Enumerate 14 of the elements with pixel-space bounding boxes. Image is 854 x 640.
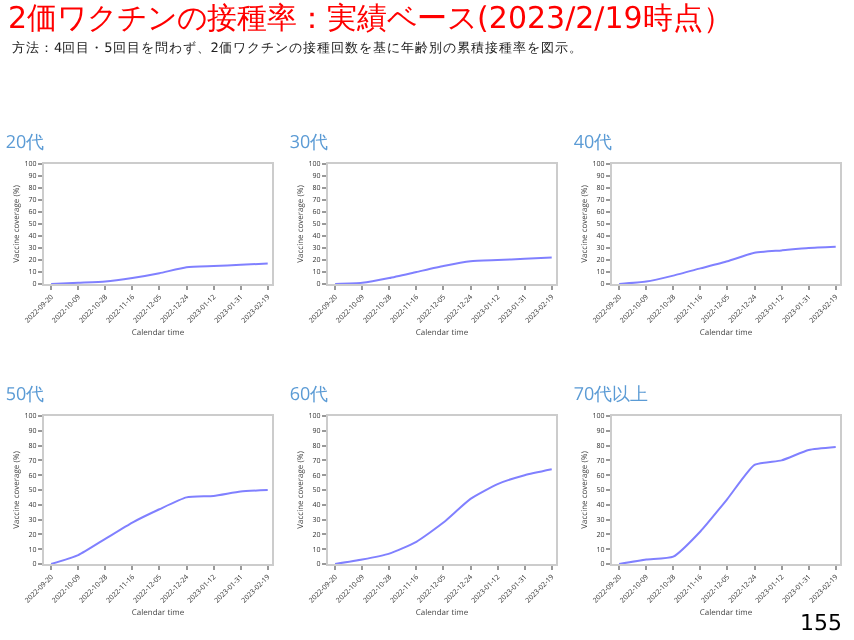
- line-series: [334, 468, 553, 564]
- chart-title: 40代: [573, 127, 613, 154]
- chart-title: 20代: [5, 127, 45, 154]
- text: 155: [800, 610, 842, 636]
- chart-title: 50代: [5, 380, 45, 407]
- line-series: [50, 489, 269, 564]
- chart-title: 30代: [289, 127, 329, 154]
- chart-title: 60代: [289, 380, 329, 407]
- line-series: [50, 262, 269, 284]
- line-series: [334, 256, 553, 284]
- text: 2価ワクチンの接種率：実績ベース(2023/2/19時点）: [8, 0, 733, 38]
- line-series: [618, 245, 837, 284]
- chart-title: 70代以上: [573, 380, 649, 407]
- line-series: [618, 446, 837, 564]
